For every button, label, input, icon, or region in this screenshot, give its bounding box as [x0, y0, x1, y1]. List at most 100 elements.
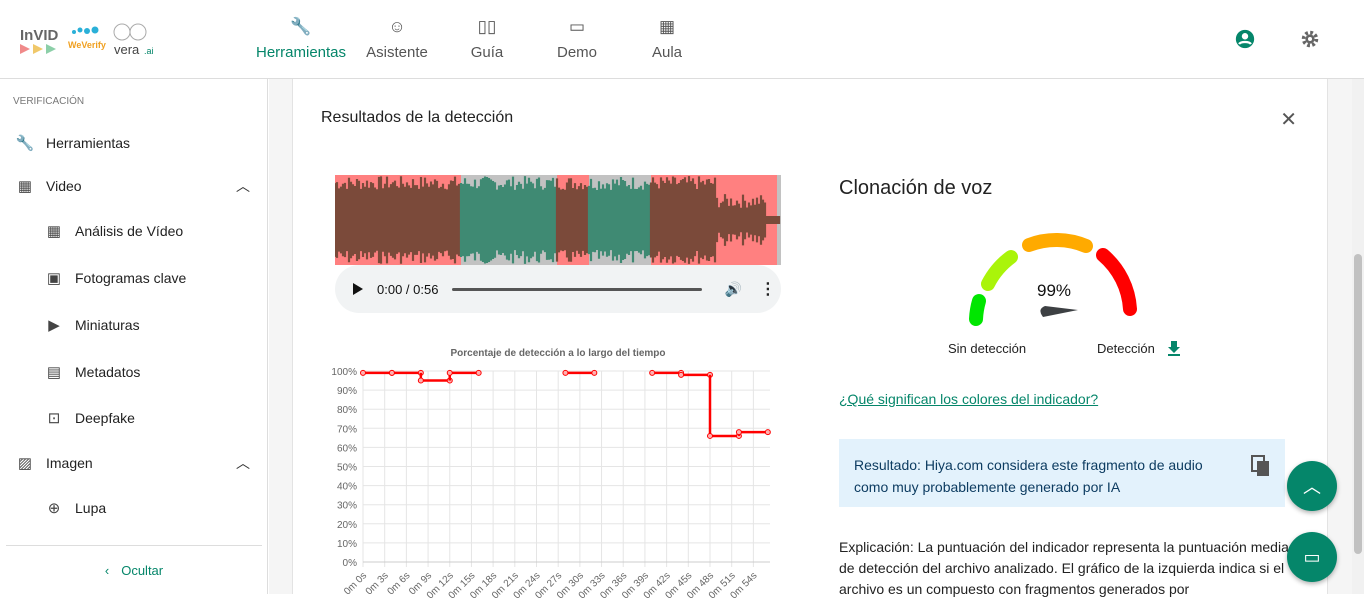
chevron-up-icon: ︿	[236, 178, 250, 194]
gauge-left-label: Sin detección	[948, 341, 1027, 356]
sidebar-item-label: Metadatos	[75, 364, 141, 380]
sidebar: VERIFICACIÓN 🔧 Herramientas ▦ Video ︿ ▦ Anál…	[0, 79, 268, 594]
data-point	[706, 432, 713, 439]
indicator-colors-link[interactable]: ¿Qué significan los colores del indicado…	[839, 391, 1099, 407]
sidebar-item-label: Herramientas	[46, 135, 131, 151]
sidebar-item-label: Imagen	[46, 455, 93, 471]
x-tick-label: 0m 6s	[385, 570, 412, 597]
data-point	[764, 429, 771, 436]
top-bar: InVID WeVerify vera .ai 🔧 Herramientas ☺ As…	[0, 0, 1364, 79]
chat-icon: ▭	[1303, 546, 1321, 567]
download-icon[interactable]	[1167, 340, 1181, 356]
y-tick-label: 30%	[337, 501, 357, 512]
gauge-segment-red	[1096, 248, 1137, 316]
y-tick-label: 100%	[331, 367, 357, 378]
data-point	[388, 369, 395, 376]
result-text: Resultado: Hiya.com considera este fragm…	[854, 457, 1203, 495]
svg-text:vera: vera	[114, 42, 140, 56]
voice-cloning-title: Clonación de voz	[839, 177, 993, 199]
svg-text:InVID: InVID	[20, 27, 59, 44]
sidebar-item-metadatos[interactable]: ▤ Metadatos	[0, 352, 268, 392]
scrollbar[interactable]	[1352, 79, 1364, 594]
gauge-right-label: Detección	[1097, 341, 1155, 356]
hide-label: Ocultar	[121, 562, 164, 578]
player-time: 0:00 / 0:56	[377, 281, 439, 297]
gauge-needle	[1040, 306, 1078, 317]
waveform-bars	[587, 176, 651, 264]
invid-weverify-veraai-logo: InVID WeVerify vera .ai	[20, 23, 154, 56]
sidebar-item-lupa[interactable]: ⊕ Lupa	[0, 488, 268, 528]
chevron-up-icon: ︿	[236, 455, 250, 471]
explanation-text: Explicación: La puntuación del indicador…	[839, 539, 1289, 597]
sidebar-item-label: Miniaturas	[75, 317, 140, 333]
nav-label: Demo	[556, 43, 597, 61]
scrollbar-thumb[interactable]	[1354, 254, 1362, 554]
data-point	[678, 371, 685, 378]
gear-icon[interactable]	[1299, 28, 1321, 50]
film-icon: ▦	[17, 178, 33, 195]
book-icon: ▯▯	[477, 16, 497, 36]
sidebar-item-label: Deepfake	[75, 410, 135, 426]
nav-aula[interactable]: ▦ Aula	[622, 0, 712, 78]
y-tick-label: 60%	[337, 443, 357, 454]
data-point	[591, 369, 598, 376]
waveform-bars	[775, 216, 781, 224]
hide-sidebar-button[interactable]: ‹ Ocultar	[6, 545, 262, 594]
waveform-bars	[459, 176, 557, 264]
frames-icon: ▣	[46, 270, 62, 287]
gauge-value: 99%	[1037, 281, 1071, 300]
gauge-segment-lime	[981, 250, 1018, 291]
gamepad-icon: ▭	[568, 16, 586, 36]
file-icon: ▤	[46, 364, 62, 381]
y-tick-label: 20%	[337, 520, 357, 531]
wrench-icon: 🔧	[15, 135, 35, 152]
sidebar-item-imagen[interactable]: ▨ Imagen ︿	[0, 443, 268, 483]
nav-demo[interactable]: ▭ Demo	[532, 0, 622, 78]
more-vert-icon[interactable]: ⋮	[759, 281, 776, 298]
svg-text:WeVerify: WeVerify	[68, 40, 106, 50]
sidebar-item-herramientas[interactable]: 🔧 Herramientas	[0, 123, 268, 163]
results-card: Resultados de la detección ✕ 0:00 / 0:56…	[292, 79, 1328, 601]
chat-button[interactable]: ▭	[1287, 532, 1337, 582]
y-tick-label: 70%	[337, 424, 357, 435]
classroom-icon: ▦	[658, 16, 676, 36]
nav-label: Aula	[651, 43, 683, 61]
result-alert: Resultado: Hiya.com considera este fragm…	[839, 439, 1285, 507]
waveform-bars	[335, 176, 461, 264]
play-icon[interactable]	[353, 283, 363, 295]
sidebar-item-video[interactable]: ▦ Video ︿	[0, 166, 268, 206]
robot-icon: ☺	[388, 16, 406, 36]
data-point	[735, 429, 742, 436]
chevron-left-icon: ‹	[104, 562, 110, 578]
sidebar-item-analisis-video[interactable]: ▦ Análisis de Vídeo	[0, 211, 268, 251]
sidebar-item-label: Lupa	[75, 500, 107, 516]
scroll-top-button[interactable]: ︿	[1287, 461, 1337, 511]
card-title: Resultados de la detección	[321, 109, 514, 126]
seek-slider[interactable]	[452, 287, 703, 291]
gauge-segment-green	[969, 294, 986, 326]
youtube-icon: ▶	[48, 317, 60, 334]
nav-asistente[interactable]: ☺ Asistente	[352, 0, 442, 78]
nav-herramientas[interactable]: 🔧 Herramientas	[250, 0, 352, 78]
logos[interactable]: InVID WeVerify vera .ai	[18, 22, 158, 56]
audio-waveform[interactable]	[335, 175, 781, 265]
sidebar-item-miniaturas[interactable]: ▶ Miniaturas	[0, 305, 268, 345]
nav-guia[interactable]: ▯▯ Guía	[442, 0, 532, 78]
data-point	[562, 369, 569, 376]
wrench-icon: 🔧	[290, 16, 312, 36]
audio-player: 0:00 / 0:56 🔊 ⋮	[335, 265, 781, 313]
copy-icon[interactable]	[1251, 455, 1271, 477]
close-icon[interactable]: ✕	[1280, 109, 1297, 131]
sidebar-item-fotogramas[interactable]: ▣ Fotogramas clave	[0, 258, 268, 298]
waveform-bars	[649, 176, 777, 264]
y-tick-label: 80%	[337, 405, 357, 416]
sidebar-item-deepfake[interactable]: ⊡ Deepfake	[0, 398, 268, 438]
sidebar-item-label: Fotogramas clave	[75, 270, 187, 286]
y-tick-label: 10%	[337, 539, 357, 550]
chart-title: Porcentaje de detección a lo largo del t…	[450, 348, 665, 359]
y-tick-label: 40%	[337, 482, 357, 493]
account-icon[interactable]	[1234, 28, 1256, 50]
volume-icon[interactable]: 🔊	[724, 280, 742, 297]
y-tick-label: 50%	[337, 463, 357, 474]
data-point	[446, 369, 453, 376]
